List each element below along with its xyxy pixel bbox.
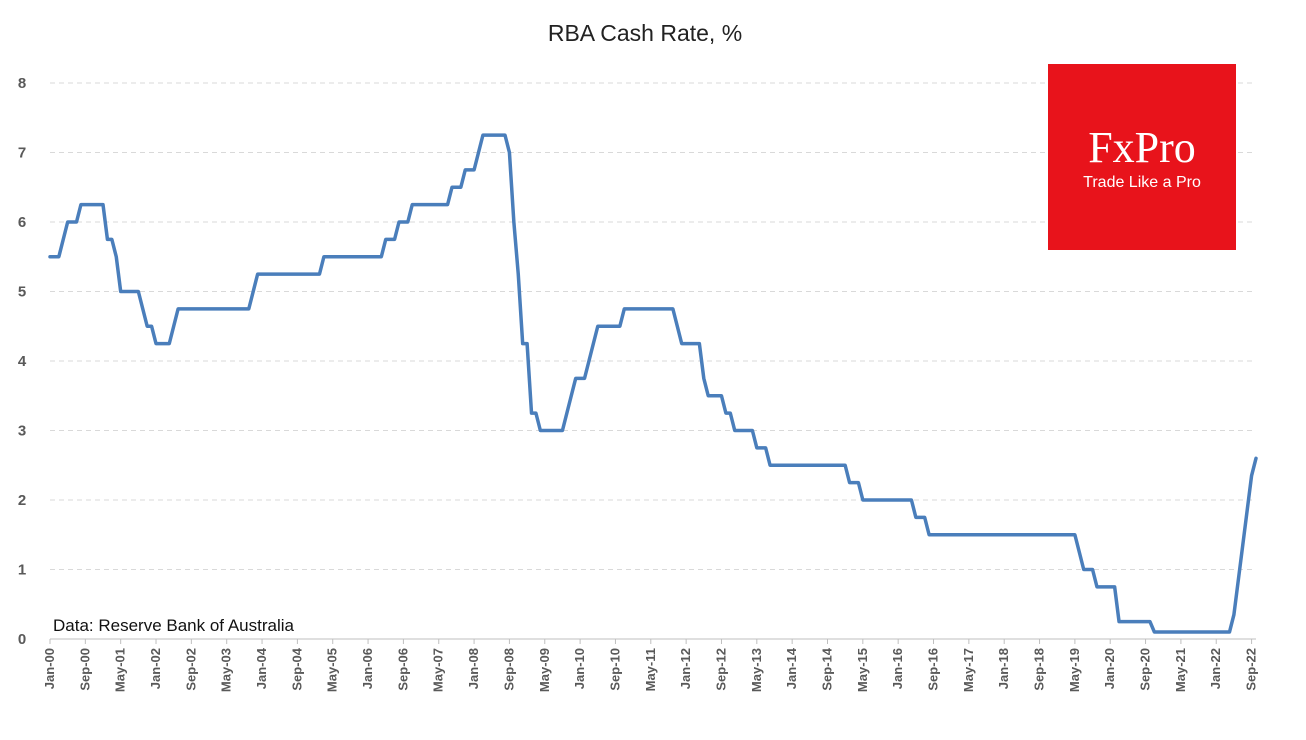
x-tick-label: Jan-12 <box>678 648 693 689</box>
x-tick-label: Jan-02 <box>148 648 163 689</box>
x-tick-label: May-05 <box>325 648 340 692</box>
y-tick-label: 7 <box>18 145 26 162</box>
x-tick-label: Sep-22 <box>1244 648 1259 691</box>
fxpro-logo: FxPro Trade Like a Pro <box>1048 64 1236 250</box>
logo-background <box>1048 64 1236 250</box>
x-tick-label: May-21 <box>1173 648 1188 692</box>
x-tick-label: May-01 <box>113 648 128 692</box>
x-tick-label: Sep-08 <box>501 648 516 691</box>
y-tick-label: 6 <box>18 214 26 231</box>
x-tick-label: Sep-18 <box>1032 648 1047 691</box>
x-tick-label: Jan-04 <box>254 647 269 689</box>
y-axis-ticks: 0 1 2 3 4 5 6 7 8 <box>18 75 27 648</box>
y-tick-label: 5 <box>18 284 26 301</box>
x-tick-label: May-13 <box>749 648 764 692</box>
y-tick-label: 4 <box>18 353 27 370</box>
y-tick-label: 1 <box>18 562 26 579</box>
x-tick-label: Jan-06 <box>360 648 375 689</box>
x-tick-label: May-17 <box>961 648 976 692</box>
x-tick-label: Sep-02 <box>183 648 198 691</box>
x-tick-label: Sep-20 <box>1138 648 1153 691</box>
y-tick-label: 8 <box>18 75 26 92</box>
series-layer <box>48 133 1258 634</box>
x-tick-label: May-03 <box>219 648 234 692</box>
y-tick-label: 2 <box>18 492 26 509</box>
chart-title: RBA Cash Rate, % <box>548 20 742 46</box>
x-tick-label: May-19 <box>1067 648 1082 692</box>
logo-tagline: Trade Like a Pro <box>1083 174 1201 191</box>
x-tick-label: May-09 <box>537 648 552 692</box>
x-tick-label: Jan-22 <box>1208 648 1223 689</box>
source-note: Data: Reserve Bank of Australia <box>53 616 295 635</box>
x-tick-label: Jan-08 <box>466 648 481 689</box>
x-tick-label: Jan-20 <box>1102 648 1117 689</box>
x-tick-label: Jan-00 <box>42 648 57 689</box>
logo-wordmark: FxPro <box>1088 123 1196 172</box>
grid-lines <box>50 82 1256 640</box>
x-tick-label: Sep-04 <box>289 647 304 690</box>
x-tick-label: Sep-00 <box>77 648 92 691</box>
x-tick-label: Sep-10 <box>607 648 622 691</box>
x-tick-label: May-15 <box>855 648 870 692</box>
x-tick-label: Jan-10 <box>572 648 587 689</box>
x-axis-ticks: Jan-00 Sep-00 May-01 Jan-02 Sep-02 May-03 Jan-… <box>42 639 1259 692</box>
x-tick-label: May-07 <box>431 648 446 692</box>
x-tick-label: Sep-14 <box>819 647 834 690</box>
x-tick-label: Jan-16 <box>890 648 905 689</box>
x-tick-label: Sep-06 <box>395 648 410 691</box>
x-tick-label: Jan-18 <box>996 648 1011 689</box>
x-tick-label: Sep-16 <box>926 648 941 691</box>
series-line <box>48 133 1258 634</box>
y-tick-label: 3 <box>18 423 26 440</box>
x-tick-label: Jan-14 <box>784 647 799 689</box>
x-tick-label: May-11 <box>643 648 658 691</box>
y-tick-label: 0 <box>18 631 26 648</box>
x-tick-label: Sep-12 <box>713 648 728 691</box>
